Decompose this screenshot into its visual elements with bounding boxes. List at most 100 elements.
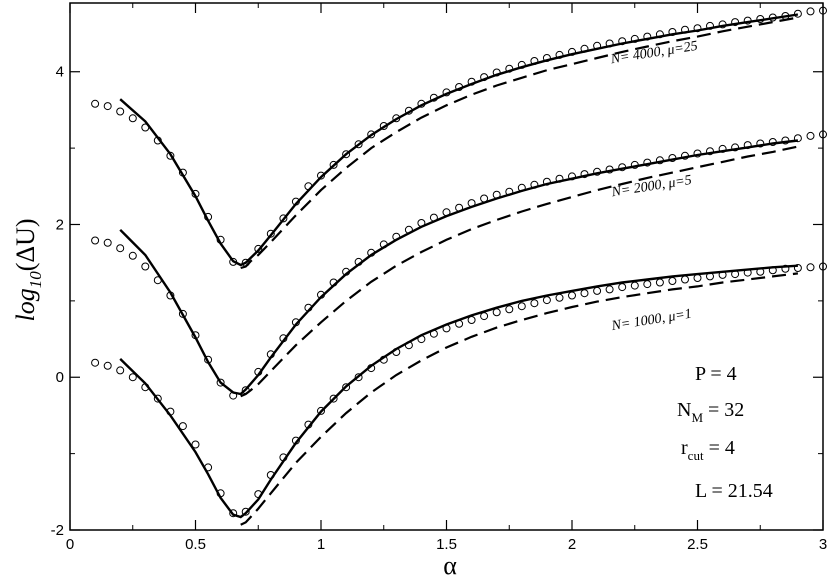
data-point-circle xyxy=(542,54,551,62)
data-point-circle xyxy=(768,266,777,275)
data-point-circle xyxy=(304,420,313,429)
data-point-circle xyxy=(517,60,526,69)
curve-label: N= 1000, μ=1 xyxy=(610,307,693,335)
data-point-circle xyxy=(542,296,551,305)
data-point-circle xyxy=(806,131,815,140)
data-point-circle xyxy=(279,334,288,343)
data-point-circle xyxy=(329,394,338,403)
data-point-circle xyxy=(555,293,564,302)
data-point-circle xyxy=(379,355,388,364)
param-p: P = 4 xyxy=(695,363,737,385)
data-point-circle xyxy=(266,350,275,359)
data-point-circle xyxy=(781,264,790,273)
data-point-circle xyxy=(103,361,112,370)
data-point-circle xyxy=(204,355,213,364)
data-point-circle xyxy=(643,32,652,41)
data-point-circle xyxy=(191,189,200,198)
data-point-circle xyxy=(354,140,363,149)
data-point-circle xyxy=(618,283,627,292)
data-point-circle xyxy=(329,278,338,287)
data-point-circle xyxy=(354,373,363,382)
curve-labels: N= 4000, μ=25N= 2000, μ=5N= 1000, μ=1 xyxy=(609,39,699,334)
data-point-circle xyxy=(191,440,200,449)
data-point-circle xyxy=(756,15,765,23)
data-point-circle xyxy=(116,244,125,253)
data-point-circle xyxy=(291,436,300,445)
data-point-circle xyxy=(706,21,714,30)
data-point-circle xyxy=(568,47,576,56)
data-point-circle xyxy=(731,143,740,152)
data-point-circle xyxy=(655,278,664,287)
data-point-circle xyxy=(743,16,752,25)
data-point-circle xyxy=(291,318,300,327)
data-point-circle xyxy=(630,34,639,43)
data-point-circle xyxy=(530,180,539,189)
data-point-circle xyxy=(455,83,464,91)
x-tick-label: 0.5 xyxy=(185,536,206,553)
data-point-circle xyxy=(392,348,401,356)
data-point-circle xyxy=(693,274,702,282)
data-point-circle xyxy=(793,134,802,143)
data-point-circle xyxy=(480,312,489,321)
data-point-circle xyxy=(166,407,175,416)
y-axis-title: log10(ΔU) xyxy=(11,218,45,321)
data-point-circle xyxy=(417,335,426,344)
data-point-circle xyxy=(480,194,489,203)
data-point-circle xyxy=(417,219,426,227)
data-point-circle xyxy=(91,358,100,367)
data-point-circle xyxy=(342,267,351,276)
data-point-circle xyxy=(630,281,639,290)
x-tick-label: 2 xyxy=(568,536,576,553)
data-point-circle xyxy=(806,7,815,16)
data-point-circle xyxy=(781,12,790,20)
data-point-circle xyxy=(467,77,476,86)
data-point-circle xyxy=(618,163,627,172)
data-point-circle xyxy=(429,329,438,338)
data-point-circle xyxy=(681,275,689,284)
data-point-circle xyxy=(756,139,765,148)
data-point-circle xyxy=(819,262,827,271)
data-point-circle xyxy=(693,149,702,158)
data-point-circle xyxy=(229,257,238,266)
dashed-curve xyxy=(240,272,799,526)
data-point-circle xyxy=(392,114,401,123)
data-point-circle xyxy=(178,168,187,177)
data-point-circle xyxy=(216,235,225,244)
data-point-circle xyxy=(254,367,263,376)
data-point-circle xyxy=(128,114,137,123)
data-point-circle xyxy=(204,212,213,221)
y-tick-label: 0 xyxy=(56,369,64,386)
data-point-circle xyxy=(354,257,363,266)
data-point-circle xyxy=(455,203,464,212)
data-point-circle xyxy=(467,316,476,324)
data-point-circle xyxy=(530,57,539,65)
data-point-circle xyxy=(103,238,112,247)
data-point-circle xyxy=(668,28,677,36)
data-point-circle xyxy=(442,208,451,217)
data-point-circle xyxy=(555,50,564,59)
data-point-circle xyxy=(781,136,790,145)
data-point-circle xyxy=(743,141,752,150)
x-tick-label: 3 xyxy=(819,536,827,553)
data-point-circle xyxy=(467,199,476,208)
data-point-circle xyxy=(417,99,426,108)
data-point-circle xyxy=(342,150,351,159)
data-point-circle xyxy=(254,244,263,253)
data-point-circle xyxy=(229,509,238,518)
data-point-circle xyxy=(178,422,187,431)
data-point-circle xyxy=(404,106,413,115)
data-point-circle xyxy=(505,64,514,73)
data-point-circle xyxy=(668,154,677,162)
data-point-circle xyxy=(329,160,338,169)
data-point-circle xyxy=(743,268,752,277)
data-point-circle xyxy=(793,264,802,272)
data-point-circle xyxy=(819,130,827,139)
data-point-circle xyxy=(279,214,288,223)
data-point-circle xyxy=(166,291,175,300)
data-point-circle xyxy=(216,378,225,387)
x-tick-label: 2.5 xyxy=(687,536,708,553)
y-tick-label: 4 xyxy=(56,64,64,81)
data-point-circle xyxy=(718,270,727,279)
data-point-circle xyxy=(291,197,300,206)
